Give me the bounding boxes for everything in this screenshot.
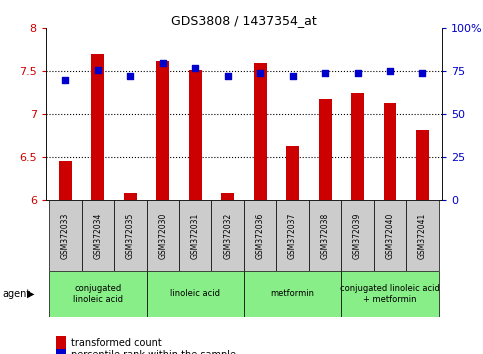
Point: [386, 68, 394, 74]
Point: [159, 60, 167, 65]
Text: GSM372040: GSM372040: [385, 212, 395, 259]
Bar: [341, 200, 374, 271]
Bar: [82, 200, 114, 271]
Bar: [146, 271, 244, 317]
Text: GSM372035: GSM372035: [126, 212, 135, 259]
Text: GSM372033: GSM372033: [61, 212, 70, 259]
Point: [127, 74, 134, 79]
Text: GSM372036: GSM372036: [256, 212, 265, 259]
Bar: [156, 61, 169, 200]
Text: conjugated linoleic acid
+ metformin: conjugated linoleic acid + metformin: [340, 284, 440, 303]
Text: GSM372034: GSM372034: [93, 212, 102, 259]
Text: agent: agent: [2, 289, 30, 299]
Bar: [221, 193, 234, 200]
Point: [256, 70, 264, 76]
Bar: [309, 200, 341, 271]
Bar: [319, 99, 331, 200]
Bar: [286, 146, 299, 200]
Bar: [146, 200, 179, 271]
Text: metformin: metformin: [270, 289, 314, 298]
Bar: [351, 93, 364, 200]
Bar: [212, 200, 244, 271]
Text: GSM372039: GSM372039: [353, 212, 362, 259]
Text: GSM372030: GSM372030: [158, 212, 167, 259]
Text: ▶: ▶: [27, 289, 34, 299]
Point: [354, 70, 361, 76]
Text: GSM372031: GSM372031: [191, 212, 199, 258]
Point: [61, 77, 69, 83]
Point: [419, 70, 426, 76]
Bar: [59, 161, 72, 200]
Title: GDS3808 / 1437354_at: GDS3808 / 1437354_at: [171, 14, 317, 27]
Point: [191, 65, 199, 71]
Bar: [276, 200, 309, 271]
Text: linoleic acid: linoleic acid: [170, 289, 220, 298]
Text: percentile rank within the sample: percentile rank within the sample: [71, 350, 236, 354]
Bar: [91, 54, 104, 200]
Bar: [341, 271, 439, 317]
Text: GSM372038: GSM372038: [321, 212, 329, 258]
Bar: [49, 271, 146, 317]
Point: [321, 70, 329, 76]
Text: GSM372032: GSM372032: [223, 212, 232, 258]
Text: GSM372037: GSM372037: [288, 212, 297, 259]
Text: GSM372041: GSM372041: [418, 212, 427, 258]
Point: [289, 74, 297, 79]
Bar: [406, 200, 439, 271]
Bar: [114, 200, 146, 271]
Bar: [189, 69, 202, 200]
Bar: [49, 200, 82, 271]
Point: [94, 67, 102, 72]
Bar: [374, 200, 406, 271]
Bar: [384, 103, 397, 200]
Bar: [179, 200, 212, 271]
Bar: [124, 193, 137, 200]
Point: [224, 74, 231, 79]
Bar: [244, 200, 276, 271]
Text: conjugated
linoleic acid: conjugated linoleic acid: [73, 284, 123, 303]
Bar: [416, 130, 429, 200]
Bar: [244, 271, 341, 317]
Bar: [254, 63, 267, 200]
Text: transformed count: transformed count: [71, 338, 162, 348]
